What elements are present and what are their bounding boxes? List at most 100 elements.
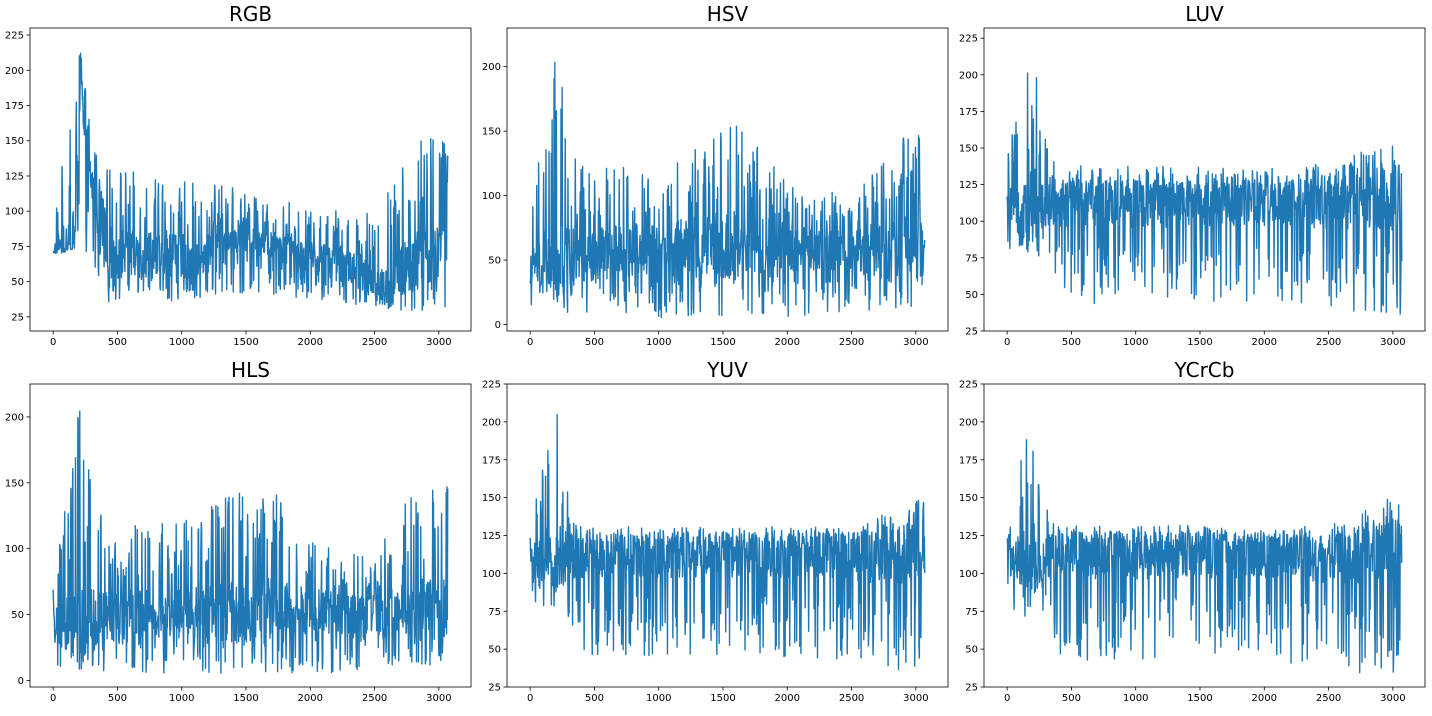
y-tick-label: 175 [959, 455, 978, 466]
y-tick-label: 200 [5, 412, 24, 423]
x-tick-label: 1500 [233, 693, 258, 704]
y-tick-label: 25 [11, 312, 24, 323]
x-tick-label: 500 [108, 337, 127, 348]
axes-frame [29, 383, 472, 688]
y-tick-label: 100 [959, 217, 978, 228]
y-tick-label: 75 [488, 607, 501, 618]
y-tick-label: 75 [11, 242, 24, 253]
x-tick-label: 500 [585, 337, 604, 348]
chart-plot-hls: 0 500 1000 1500 2000 2500 3000 0 50 100 150 200 [5, 383, 472, 704]
chart-title: YCrCb [1174, 358, 1235, 382]
x-tick-label: 3000 [1380, 337, 1405, 348]
y-tick-label: 200 [482, 62, 501, 73]
x-tick-label: 2000 [775, 337, 800, 348]
y-tick-label: 125 [959, 180, 978, 191]
x-tick-label: 500 [1062, 693, 1081, 704]
y-tick-label: 50 [11, 277, 24, 288]
chart-plot-luv: 0 500 1000 1500 2000 2500 3000 25 50 75 100 125 150 1… [959, 27, 1426, 348]
y-tick-label: 0 [495, 320, 501, 331]
chart-title: LUV [1185, 2, 1224, 26]
y-tick-label: 175 [482, 455, 501, 466]
x-tick-label: 2000 [775, 693, 800, 704]
chart-plot-yuv: 0 500 1000 1500 2000 2500 3000 25 50 75 100 125 150 1… [482, 380, 949, 704]
axes-frame [29, 27, 472, 332]
y-tick-label: 50 [965, 645, 978, 656]
chart-plot-rgb: 0 500 1000 1500 2000 2500 3000 25 50 75 100 125 150 1… [5, 27, 472, 348]
x-tick-label: 1000 [169, 337, 194, 348]
y-tick-label: 200 [5, 66, 24, 77]
y-tick-label: 25 [965, 683, 978, 694]
chart-plot-hsv: 0 500 1000 1500 2000 2500 3000 0 50 100 150 200 [482, 27, 949, 348]
x-tick-label: 1000 [169, 693, 194, 704]
y-tick-label: 200 [959, 70, 978, 81]
y-tick-label: 100 [5, 544, 24, 555]
series-line [1006, 72, 1403, 315]
y-tick-label: 0 [18, 676, 24, 687]
chart-title: HSV [706, 2, 749, 26]
x-tick-label: 0 [527, 693, 533, 704]
x-tick-label: 3000 [903, 693, 928, 704]
y-tick-label: 225 [959, 34, 978, 45]
x-tick-label: 2000 [1252, 337, 1277, 348]
y-tick-label: 75 [965, 253, 978, 264]
y-tick-label: 175 [959, 107, 978, 118]
x-tick-label: 1000 [1123, 693, 1148, 704]
x-tick-label: 2500 [362, 337, 387, 348]
series-line [1006, 439, 1403, 674]
y-tick-label: 125 [5, 171, 24, 182]
x-tick-label: 2500 [1316, 693, 1341, 704]
x-tick-label: 500 [108, 693, 127, 704]
y-tick-label: 150 [959, 144, 978, 155]
x-tick-label: 2000 [298, 693, 323, 704]
x-tick-label: 500 [585, 693, 604, 704]
axes-frame [506, 27, 949, 332]
x-tick-label: 3000 [426, 693, 451, 704]
y-tick-label: 225 [959, 380, 978, 391]
axes-frame [983, 27, 1426, 332]
subplot-hsv: HSV 0 500 1000 1500 2000 2500 3000 0 50 100 150 200 [477, 0, 954, 356]
y-tick-label: 25 [965, 327, 978, 338]
y-tick-label: 100 [482, 191, 501, 202]
y-tick-label: 150 [482, 493, 501, 504]
x-tick-label: 2500 [839, 337, 864, 348]
x-tick-label: 2000 [1252, 693, 1277, 704]
x-tick-label: 1500 [1187, 693, 1212, 704]
y-tick-label: 50 [488, 645, 501, 656]
y-tick-label: 50 [965, 290, 978, 301]
subplot-hls: HLS 0 500 1000 1500 2000 2500 3000 0 50 100 150 200 [0, 356, 477, 712]
y-tick-label: 75 [965, 607, 978, 618]
y-tick-label: 150 [959, 493, 978, 504]
x-tick-label: 1500 [1187, 337, 1212, 348]
subplot-rgb: RGB 0 500 1000 1500 2000 2500 3000 25 50 75 100 125… [0, 0, 477, 356]
x-tick-label: 3000 [903, 337, 928, 348]
y-tick-label: 100 [5, 207, 24, 218]
subplot-luv: LUV 0 500 1000 1500 2000 2500 3000 25 50 75 100 125… [954, 0, 1432, 356]
y-tick-label: 100 [959, 569, 978, 580]
y-tick-label: 100 [482, 569, 501, 580]
subplot-yuv: YUV 0 500 1000 1500 2000 2500 3000 25 50 75 100 125… [477, 356, 954, 712]
y-tick-label: 225 [5, 31, 24, 42]
x-tick-label: 0 [50, 337, 56, 348]
y-tick-label: 200 [482, 417, 501, 428]
series-line [52, 52, 449, 311]
x-tick-label: 2500 [1316, 337, 1341, 348]
y-tick-label: 225 [482, 380, 501, 391]
subplot-ycrcb: YCrCb 0 500 1000 1500 2000 2500 3000 25 50 75 100 1… [954, 356, 1432, 712]
series-line [529, 414, 926, 671]
x-tick-label: 1500 [233, 337, 258, 348]
y-tick-label: 150 [482, 127, 501, 138]
y-tick-label: 200 [959, 417, 978, 428]
x-tick-label: 1000 [646, 693, 671, 704]
x-tick-label: 0 [50, 693, 56, 704]
y-tick-label: 125 [959, 531, 978, 542]
chart-plot-ycrcb: 0 500 1000 1500 2000 2500 3000 25 50 75 100 125 150 1… [959, 380, 1426, 704]
y-tick-label: 125 [482, 531, 501, 542]
y-tick-label: 150 [5, 478, 24, 489]
x-tick-label: 1500 [710, 693, 735, 704]
series-line [52, 410, 449, 674]
y-tick-label: 175 [5, 101, 24, 112]
x-tick-label: 2000 [298, 337, 323, 348]
y-tick-label: 50 [11, 610, 24, 621]
x-tick-label: 0 [1004, 337, 1010, 348]
